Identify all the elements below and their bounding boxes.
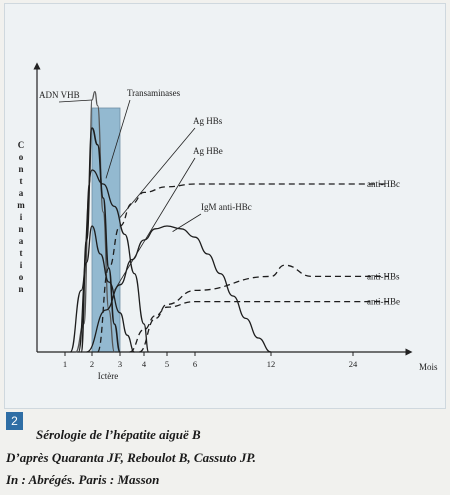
series-line-anti-hbe: [129, 300, 389, 353]
x-tick-label: 6: [193, 359, 197, 369]
x-tick-label: 3: [118, 359, 122, 369]
jaundice-label: Ictère: [98, 371, 118, 381]
annotation-label: Ag HBs: [193, 116, 223, 126]
series-label-anti-hbc: anti-HBc: [367, 179, 400, 189]
x-tick-label: 1: [63, 359, 67, 369]
x-tick-label: 12: [267, 359, 276, 369]
series-line-anti-hbc: [96, 183, 389, 353]
annotation-leader: [119, 127, 196, 218]
annotation-label: ADN VHB: [39, 90, 80, 100]
annotation-label: Transaminases: [127, 88, 181, 98]
x-tick-label: 5: [165, 359, 169, 369]
x-tick-label: 24: [349, 359, 358, 369]
x-tick-label: 4: [142, 359, 147, 369]
annotation-label: IgM anti-HBc: [201, 202, 252, 212]
caption-title: Sérologie de l’hépatite aiguë B: [36, 427, 201, 442]
caption-publisher: In : Abrégés. Paris : Masson: [6, 472, 160, 487]
annotation-leader: [58, 99, 93, 103]
series-label-anti-hbe: anti-HBe: [367, 297, 400, 307]
series-line-ag-hbe: [77, 225, 135, 353]
x-tick-label: 2: [90, 359, 94, 369]
series-line-adn-vhb: [75, 90, 116, 353]
caption-source: D’après Quaranta JF, Reboulot B, Cassuto…: [6, 450, 256, 465]
series-line-anti-hbs: [138, 264, 389, 353]
annotation-leader: [114, 157, 196, 291]
x-axis-label: Mois: [419, 362, 438, 372]
annotation-leader: [172, 213, 202, 232]
series-label-anti-hbs: anti-HBs: [367, 271, 400, 281]
annotation-label: Ag HBe: [193, 146, 223, 156]
figure-number: 2: [6, 412, 23, 430]
series-line-igm-anti-hbc: [86, 225, 272, 353]
annotation-leader: [105, 99, 131, 179]
